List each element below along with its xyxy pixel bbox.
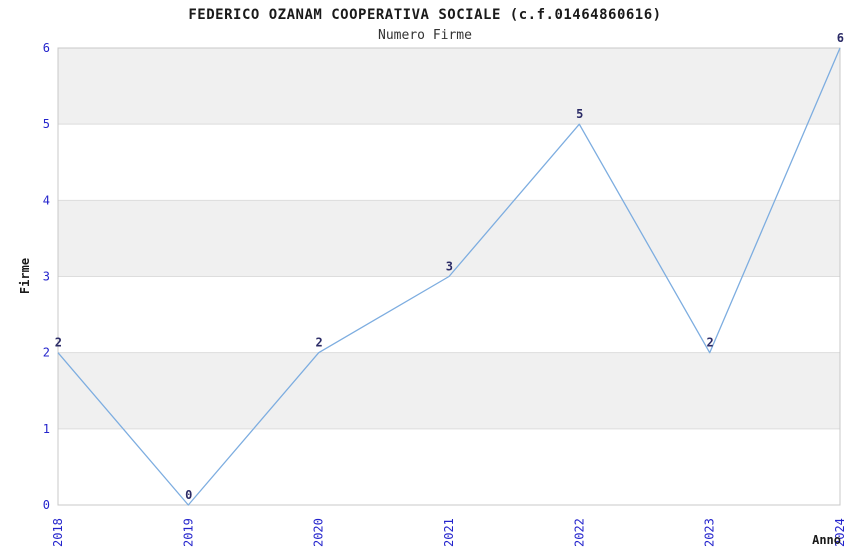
- x-tick-labels: 2018 2019 2020 2021 2022 2023 2024: [51, 518, 847, 547]
- plot-bands: [58, 48, 840, 429]
- point-label: 2: [706, 336, 713, 350]
- y-tick-labels: 0 1 2 3 4 5 6: [43, 41, 50, 512]
- y-axis-label: Firme: [18, 258, 32, 294]
- point-label: 3: [446, 260, 453, 274]
- point-label: 2: [315, 336, 322, 350]
- point-label: 0: [185, 488, 192, 502]
- chart-subtitle: Numero Firme: [378, 28, 472, 43]
- data-line: [57, 47, 841, 506]
- y-tick-label: 3: [43, 270, 50, 284]
- x-tick-label: 2020: [312, 518, 326, 547]
- x-tick-label: 2023: [703, 518, 717, 547]
- data-series: [57, 47, 841, 506]
- plot-band: [58, 200, 840, 277]
- y-tick-label: 6: [43, 41, 50, 55]
- point-label: 6: [837, 31, 844, 45]
- chart-title: FEDERICO OZANAM COOPERATIVA SOCIALE (c.f…: [188, 7, 662, 23]
- plot-band: [58, 48, 840, 125]
- x-tick-label: 2022: [572, 518, 586, 547]
- x-axis-label: Anno: [812, 533, 841, 547]
- x-tick-label: 2018: [51, 518, 65, 547]
- x-tick-label: 2019: [181, 518, 195, 547]
- x-tick-label: 2024: [833, 518, 847, 547]
- y-tick-label: 4: [43, 193, 50, 207]
- point-label: 5: [576, 107, 583, 121]
- plot-border-rect: [57, 47, 841, 506]
- plot-band: [58, 352, 840, 429]
- y-tick-label: 1: [43, 422, 50, 436]
- y-tick-label: 5: [43, 117, 50, 131]
- plot-border: [57, 47, 841, 506]
- point-labels: 2 0 2 3 5 2 6: [55, 31, 844, 502]
- point-label: 2: [55, 336, 62, 350]
- y-tick-label: 0: [43, 498, 50, 512]
- x-tick-label: 2021: [442, 518, 456, 547]
- y-tick-label: 2: [43, 346, 50, 360]
